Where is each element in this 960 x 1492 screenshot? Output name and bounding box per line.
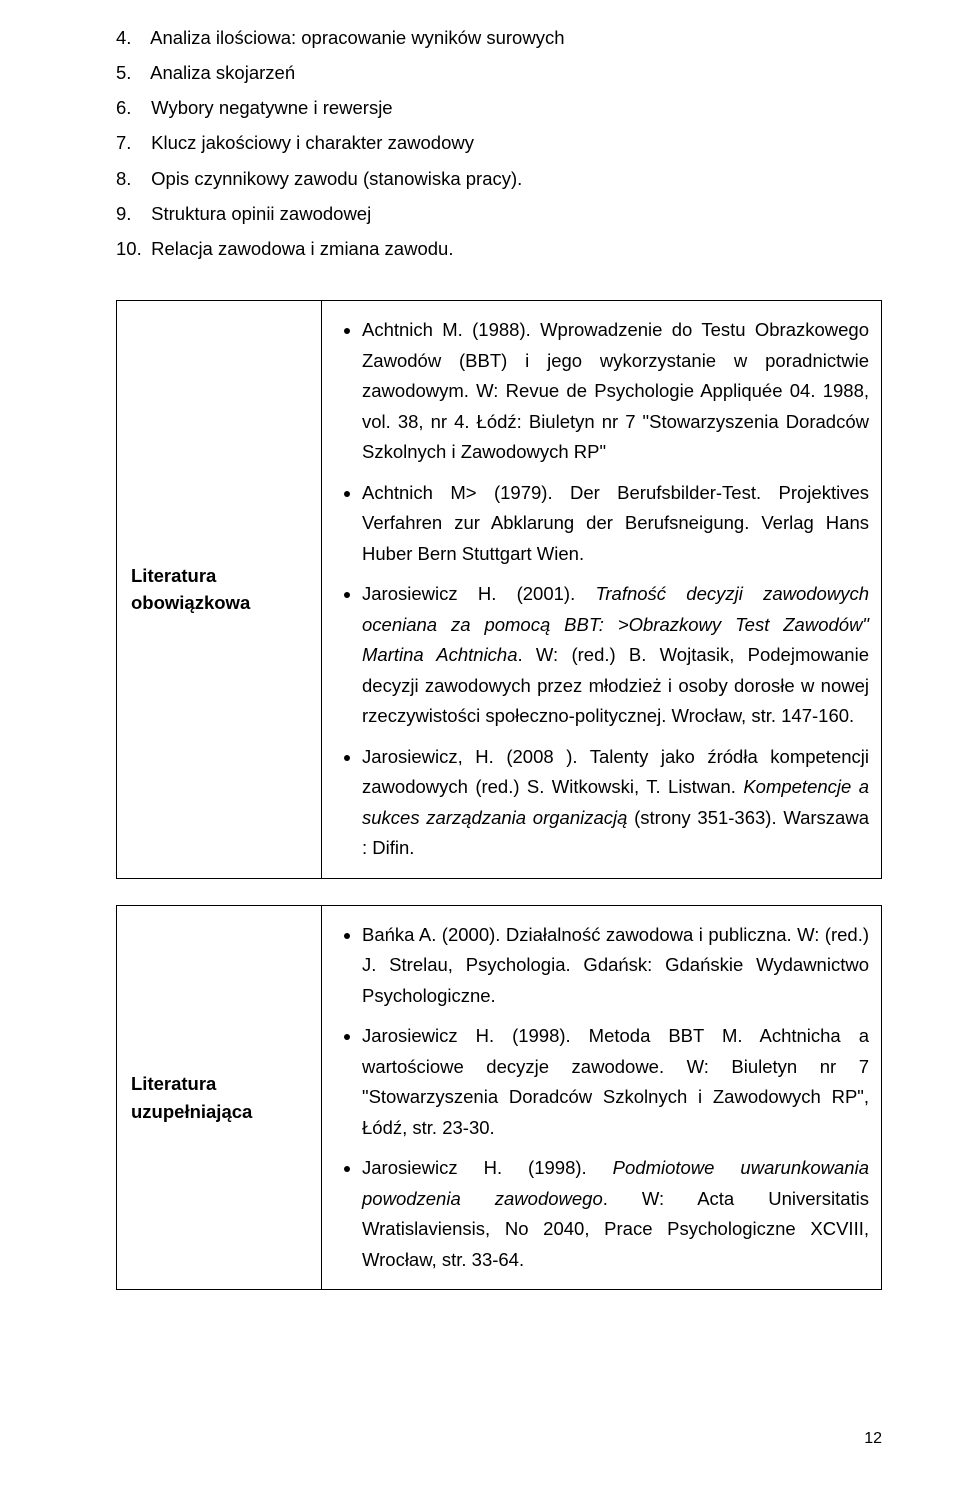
- literature-supplementary-table: Literatura uzupełniająca Bańka A. (2000)…: [116, 905, 882, 1291]
- bibliography-item: Jarosiewicz, H. (2008 ). Talenty jako źr…: [362, 742, 869, 864]
- numbered-list-item: 5. Analiza skojarzeń: [116, 55, 882, 90]
- bibliography-item: Jarosiewicz H. (1998). Podmiotowe uwarun…: [362, 1153, 869, 1275]
- numbered-list-item: 7. Klucz jakościowy i charakter zawodowy: [116, 125, 882, 160]
- bibliography-item: Jarosiewicz H. (2001). Trafność decyzji …: [362, 579, 869, 732]
- literature-supplementary-label: Literatura uzupełniająca: [117, 905, 322, 1290]
- bibliography-item: Achtnich M. (1988). Wprowadzenie do Test…: [362, 315, 869, 468]
- numbered-list-item: 9. Struktura opinii zawodowej: [116, 196, 882, 231]
- page-number: 12: [864, 1430, 882, 1448]
- numbered-list-item: 6. Wybory negatywne i rewersje: [116, 90, 882, 125]
- bibliography-item: Jarosiewicz H. (1998). Metoda BBT M. Ach…: [362, 1021, 869, 1143]
- bibliography-item: Achtnich M> (1979). Der Berufsbilder-Tes…: [362, 478, 869, 570]
- literature-obligatory-label: Literatura obowiązkowa: [117, 300, 322, 878]
- numbered-list: 4. Analiza ilościowa: opracowanie wynikó…: [116, 20, 882, 266]
- numbered-list-item: 4. Analiza ilościowa: opracowanie wynikó…: [116, 20, 882, 55]
- bibliography-item: Bańka A. (2000). Działalność zawodowa i …: [362, 920, 869, 1012]
- numbered-list-item: 8. Opis czynnikowy zawodu (stanowiska pr…: [116, 161, 882, 196]
- numbered-list-item: 10. Relacja zawodowa i zmiana zawodu.: [116, 231, 882, 266]
- literature-obligatory-content: Achtnich M. (1988). Wprowadzenie do Test…: [322, 300, 882, 878]
- literature-supplementary-content: Bańka A. (2000). Działalność zawodowa i …: [322, 905, 882, 1290]
- literature-obligatory-table: Literatura obowiązkowa Achtnich M. (1988…: [116, 300, 882, 879]
